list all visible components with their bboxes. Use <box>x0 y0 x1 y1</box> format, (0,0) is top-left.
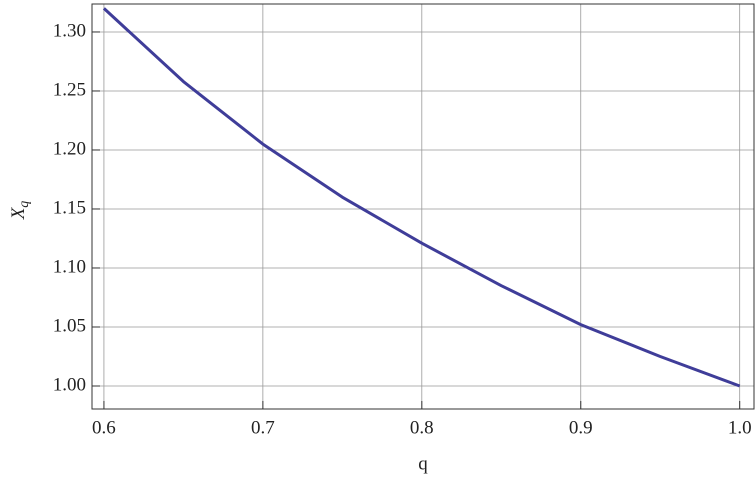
x-tick-label: 0.8 <box>410 417 434 438</box>
y-tick-label: 1.10 <box>53 256 86 277</box>
y-tick-label: 1.30 <box>53 20 86 41</box>
y-axis-label: Xq <box>8 201 32 221</box>
plot-frame <box>91 3 755 410</box>
y-tick-label: 1.15 <box>53 197 86 218</box>
y-tick-label: 1.25 <box>53 79 86 100</box>
x-tick-label: 1.0 <box>728 417 752 438</box>
x-tick-label: 0.7 <box>251 417 275 438</box>
y-tick-label: 1.05 <box>53 315 86 336</box>
y-tick-label: 1.00 <box>53 374 86 395</box>
x-tick-label: 0.9 <box>569 417 593 438</box>
x-tick-label: 0.6 <box>92 417 116 438</box>
x-axis-label: q <box>418 453 428 474</box>
data-line <box>102 7 741 388</box>
y-tick-label: 1.20 <box>53 138 86 159</box>
y-axis-label-main: X <box>8 206 29 220</box>
y-axis-label-sub: q <box>17 201 32 208</box>
